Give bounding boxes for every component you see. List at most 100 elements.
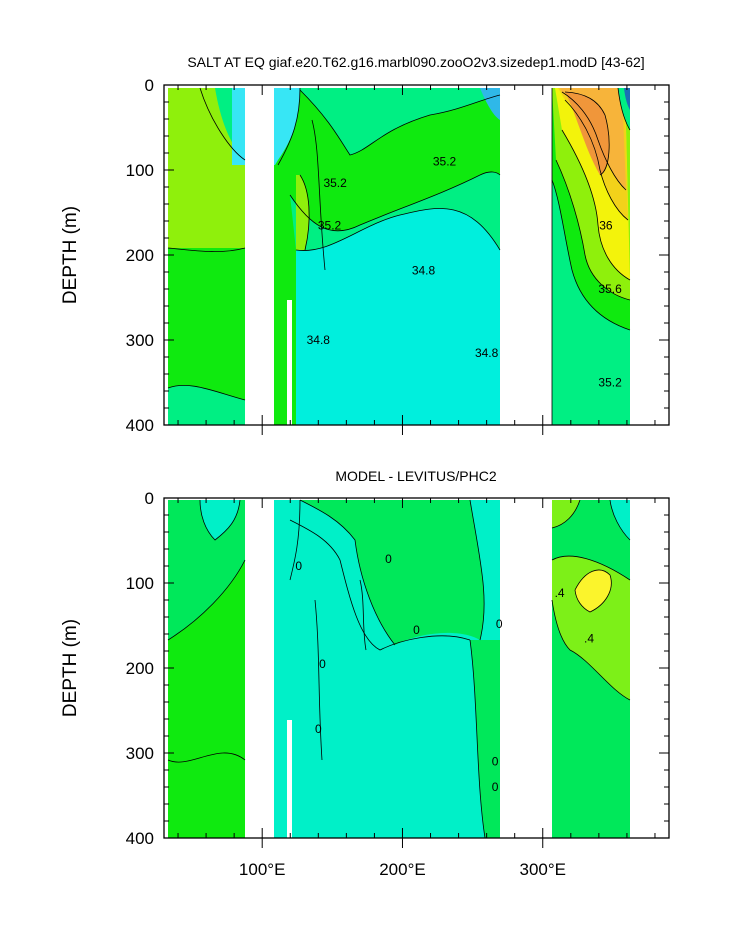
top-contour-line xyxy=(561,129,631,281)
top-contour-line xyxy=(564,91,610,176)
top-panel: SALT AT EQ giaf.e20.T62.g16.marbl090.zoo… xyxy=(60,54,670,435)
top-contour-line xyxy=(299,89,501,156)
bottom-y-tick-label: 200 xyxy=(126,659,154,678)
top-contour-labels: 35.2 35.2 35.2 35.2 34.8 34.8 34.8 36 35.6 xyxy=(307,155,622,390)
x-axis-tick-labels: 100°E 200°E 300°E xyxy=(239,860,566,879)
bottom-panel: MODEL - LEVITUS/PHC2 xyxy=(60,468,670,848)
top-contour-line xyxy=(311,119,326,271)
bottom-contour-line xyxy=(609,499,631,541)
x-tick-label: 300°E xyxy=(519,860,566,879)
bottom-mask-gap-1 xyxy=(245,498,274,838)
top-contour-line xyxy=(167,247,246,252)
bottom-contour-line xyxy=(167,752,246,763)
top-y-tick-label: 400 xyxy=(126,416,154,435)
bottom-contour-line xyxy=(289,499,301,581)
bottom-fill-pacific-east xyxy=(470,640,500,838)
top-contour-line xyxy=(561,91,627,191)
top-mask-gap-2 xyxy=(287,300,292,425)
top-contour-line xyxy=(299,174,310,251)
top-contour-label: 36 xyxy=(599,218,613,232)
top-contour-line xyxy=(277,87,301,166)
top-contour-line xyxy=(617,87,631,131)
top-contour-label: 35.2 xyxy=(323,176,347,190)
top-fill-pacific-surface xyxy=(300,88,500,155)
bottom-fill-pacific-mid xyxy=(300,500,485,645)
bottom-y-tick-label: 300 xyxy=(126,744,154,763)
bottom-contour-label: 0 xyxy=(492,755,499,769)
bottom-mask-gap-3 xyxy=(500,498,552,838)
x-tick-label: 200°E xyxy=(379,860,426,879)
bottom-fill-atlantic-coast xyxy=(610,500,630,540)
bottom-fill-atlantic-hi xyxy=(552,556,630,700)
bottom-fill-indian-patch xyxy=(200,500,240,540)
bottom-contour-line xyxy=(551,555,631,581)
bottom-contour-line xyxy=(314,599,323,761)
bottom-contour-fill xyxy=(164,498,669,838)
bottom-mask-gap-2 xyxy=(287,720,292,838)
bottom-contour-label: 0 xyxy=(492,780,499,794)
top-fill-indian-lower xyxy=(168,248,245,425)
bottom-contour-line xyxy=(299,499,396,646)
bottom-fill-atlantic-top xyxy=(575,570,612,612)
top-y-tick-label: 0 xyxy=(145,76,154,95)
bottom-contour-labels: 0 0 0 0 0 0 0 0 .4 .4 xyxy=(295,552,594,794)
bottom-contour-line xyxy=(574,569,612,613)
bottom-fill-indian-lower xyxy=(168,560,245,838)
top-mask-gap-3 xyxy=(500,85,552,425)
top-contour-line xyxy=(199,87,246,161)
bottom-contour-line xyxy=(469,639,486,838)
top-axis-ticks: 0 100 200 300 400 xyxy=(126,76,669,435)
bottom-contour-label: .4 xyxy=(555,586,565,600)
bottom-contour-label: .4 xyxy=(584,631,594,645)
top-contour-fill xyxy=(164,85,669,425)
bottom-fill-atlantic-surface xyxy=(552,500,580,528)
top-contour-label: 34.8 xyxy=(475,346,499,360)
bottom-contour-label: 0 xyxy=(385,552,392,566)
bottom-contour-label: 0 xyxy=(319,657,326,671)
top-y-tick-label: 200 xyxy=(126,246,154,265)
top-contour-label: 34.8 xyxy=(307,333,331,347)
top-y-tick-label: 300 xyxy=(126,331,154,350)
x-tick-label: 100°E xyxy=(239,860,286,879)
top-contour-label: 35.2 xyxy=(433,155,457,169)
bottom-axis-ticks: 0 100 200 300 400 xyxy=(126,489,669,848)
bottom-contour-line xyxy=(551,599,631,701)
bottom-contour-label: 0 xyxy=(315,722,322,736)
top-mask-gap-1 xyxy=(245,85,274,425)
top-fill-pacific-deep xyxy=(296,208,500,425)
bottom-contour-label: 0 xyxy=(295,559,302,573)
bottom-contour-line xyxy=(289,519,471,651)
top-contour-line xyxy=(564,99,629,221)
top-contour-line xyxy=(295,208,501,251)
bottom-contour-line xyxy=(359,579,367,651)
bottom-contour-line xyxy=(469,499,485,641)
bottom-contour-line xyxy=(551,499,581,529)
top-fill-atlantic-36 xyxy=(560,88,626,190)
bottom-y-tick-label: 100 xyxy=(126,574,154,593)
bottom-contour-line xyxy=(167,559,246,641)
bottom-contour-label: 0 xyxy=(413,623,420,637)
bottom-y-tick-label: 400 xyxy=(126,829,154,848)
top-contour-label: 35.6 xyxy=(598,282,622,296)
top-fill-atlantic-coast-core xyxy=(624,88,630,110)
bottom-contour-label: 0 xyxy=(496,617,503,631)
bottom-contour-line xyxy=(199,499,241,541)
top-contour-line xyxy=(551,179,631,331)
top-fill-west-bump xyxy=(296,175,310,250)
top-mask-gap-4 xyxy=(256,85,262,115)
top-y-axis-label: DEPTH (m) xyxy=(60,206,81,304)
top-contour-lines xyxy=(167,87,631,425)
bottom-panel-title: MODEL - LEVITUS/PHC2 xyxy=(335,468,497,484)
bottom-contour-lines xyxy=(167,499,631,838)
top-contour-line xyxy=(555,159,631,301)
bottom-y-tick-label: 0 xyxy=(145,489,154,508)
top-contour-label: 34.8 xyxy=(412,263,436,277)
bottom-y-axis-label: DEPTH (m) xyxy=(60,619,81,717)
top-y-tick-label: 100 xyxy=(126,161,154,180)
top-contour-label: 35.2 xyxy=(318,218,342,232)
top-contour-label: 35.2 xyxy=(598,376,622,390)
top-panel-title: SALT AT EQ giaf.e20.T62.g16.marbl090.zoo… xyxy=(187,54,644,70)
top-contour-line xyxy=(167,385,246,401)
top-fill-indian-deep xyxy=(168,385,245,425)
